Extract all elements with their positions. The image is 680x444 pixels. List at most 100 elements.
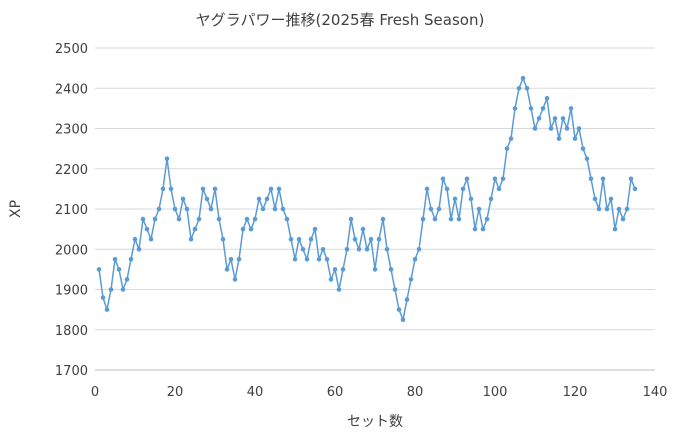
data-point <box>160 186 166 192</box>
y-tick-label: 1700 <box>55 364 88 379</box>
data-point <box>172 206 178 212</box>
data-point <box>376 236 382 242</box>
data-point <box>308 236 314 242</box>
data-point <box>624 206 630 212</box>
data-point <box>100 295 106 300</box>
data-point <box>168 186 174 192</box>
data-point <box>120 287 126 292</box>
data-point <box>580 146 586 151</box>
data-point <box>304 257 310 262</box>
x-tick-label: 140 <box>643 385 668 400</box>
data-point <box>544 96 550 101</box>
x-tick-label: 0 <box>91 385 99 400</box>
data-point <box>224 267 230 272</box>
data-point <box>528 106 534 111</box>
data-point <box>508 136 514 141</box>
data-point <box>248 226 254 232</box>
data-point <box>96 267 102 272</box>
data-point <box>288 236 294 242</box>
data-point <box>244 216 250 222</box>
y-tick-label: 2000 <box>55 243 88 258</box>
data-point <box>512 106 518 111</box>
data-point <box>276 186 282 192</box>
data-point <box>252 216 258 222</box>
data-point <box>348 216 354 222</box>
data-point <box>516 86 522 91</box>
y-tick-label: 2400 <box>55 82 88 97</box>
data-point <box>472 226 478 232</box>
data-point <box>412 257 418 262</box>
x-tick-label: 60 <box>327 385 344 400</box>
data-point <box>448 216 454 222</box>
data-point <box>312 226 318 232</box>
data-point <box>536 116 542 121</box>
data-point <box>192 226 198 232</box>
data-point <box>272 206 278 212</box>
y-tick-label: 1800 <box>55 324 88 339</box>
y-tick-label: 2200 <box>55 163 88 178</box>
data-point <box>608 196 614 202</box>
data-point <box>532 126 538 131</box>
data-point <box>268 186 274 192</box>
data-point <box>236 257 242 262</box>
data-point <box>220 236 226 242</box>
data-point <box>212 186 218 192</box>
data-point <box>560 116 566 121</box>
data-point <box>328 277 334 282</box>
data-point <box>432 216 438 222</box>
data-point <box>240 226 246 232</box>
data-point <box>588 176 594 182</box>
data-point <box>264 196 270 202</box>
data-point <box>112 257 118 262</box>
data-point <box>260 206 266 212</box>
data-point <box>208 206 214 212</box>
series-group <box>96 75 638 323</box>
data-point <box>556 136 562 141</box>
data-point <box>364 247 370 252</box>
data-point <box>368 236 374 242</box>
data-point <box>196 216 202 222</box>
data-point <box>356 247 362 252</box>
data-point <box>424 186 430 192</box>
data-point <box>548 126 554 131</box>
data-point <box>488 196 494 202</box>
data-point <box>592 196 598 202</box>
y-tick-label: 2300 <box>55 123 88 138</box>
y-axis-title: XP <box>8 200 24 218</box>
data-point <box>360 226 366 232</box>
data-point <box>632 186 638 192</box>
data-point <box>444 186 450 192</box>
data-point <box>440 176 446 182</box>
data-point <box>324 257 330 262</box>
data-point <box>520 75 526 81</box>
data-point <box>408 277 414 282</box>
x-axis-title: セット数 <box>347 414 403 430</box>
data-point <box>612 226 618 232</box>
data-point <box>484 216 490 222</box>
data-point <box>320 247 326 252</box>
data-point <box>256 196 262 202</box>
data-point <box>504 146 510 151</box>
data-point <box>416 247 422 252</box>
data-point <box>156 206 162 212</box>
y-tick-label: 2100 <box>55 203 88 218</box>
data-point <box>336 287 342 292</box>
data-point <box>552 116 558 121</box>
data-point <box>500 176 506 182</box>
data-point <box>564 126 570 131</box>
data-point <box>332 267 338 272</box>
data-point <box>284 216 290 222</box>
data-point <box>352 236 358 242</box>
x-tick-label: 40 <box>247 385 264 400</box>
data-point <box>136 247 142 252</box>
y-tick-label: 1900 <box>55 284 88 299</box>
data-point <box>316 257 322 262</box>
data-point <box>280 206 286 212</box>
data-point <box>572 136 578 141</box>
data-point <box>568 106 574 111</box>
data-point <box>620 216 626 222</box>
data-point <box>340 267 346 272</box>
data-point <box>152 216 158 222</box>
data-point <box>388 267 394 272</box>
